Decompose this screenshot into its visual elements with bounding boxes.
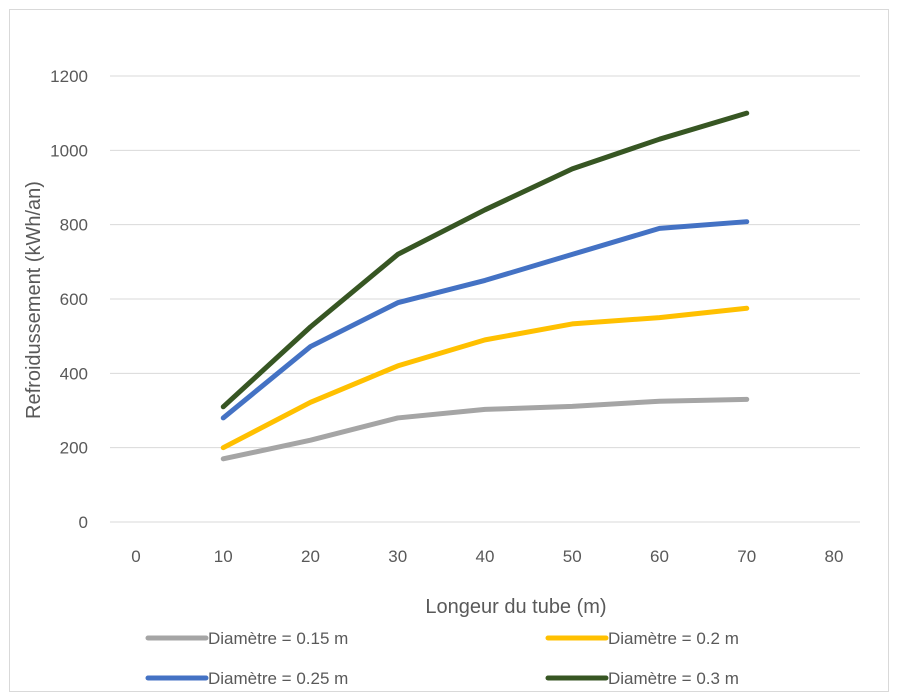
legend-label: Diamètre = 0.2 m	[608, 629, 739, 648]
legend: Diamètre = 0.15 m Diamètre = 0.2 m Diamètr…	[145, 629, 739, 688]
series-line-2	[220, 305, 750, 451]
x-tick-label: 10	[214, 547, 233, 566]
x-tick-label: 60	[650, 547, 669, 566]
series-line-3	[220, 219, 750, 421]
legend-label: Diamètre = 0.25 m	[208, 669, 348, 688]
series-line-1	[220, 396, 750, 462]
gridlines	[110, 75, 860, 523]
legend-item: Diamètre = 0.15 m	[145, 629, 348, 648]
x-tick-label: 20	[301, 547, 320, 566]
x-tick-label: 40	[476, 547, 495, 566]
y-tick-label: 0	[79, 513, 88, 532]
series-line-4	[220, 110, 750, 410]
y-axis-ticks: 0 200 400 600 800 1000 1200	[50, 67, 88, 532]
x-tick-label: 50	[563, 547, 582, 566]
y-tick-label: 800	[60, 216, 88, 235]
y-tick-label: 600	[60, 290, 88, 309]
legend-label: Diamètre = 0.3 m	[608, 669, 739, 688]
x-tick-label: 30	[388, 547, 407, 566]
y-tick-label: 1000	[50, 141, 88, 160]
legend-label: Diamètre = 0.15 m	[208, 629, 348, 648]
y-tick-label: 200	[60, 439, 88, 458]
legend-item: Diamètre = 0.2 m	[545, 629, 739, 648]
legend-item: Diamètre = 0.3 m	[545, 669, 739, 688]
legend-item: Diamètre = 0.25 m	[145, 669, 348, 688]
series-lines	[220, 110, 750, 462]
y-tick-label: 400	[60, 364, 88, 383]
x-tick-label: 0	[131, 547, 140, 566]
x-tick-label: 70	[737, 547, 756, 566]
x-axis-title: Longeur du tube (m)	[425, 596, 606, 618]
x-axis-ticks: 0 10 20 30 40 50 60 70 80	[131, 547, 843, 566]
y-tick-label: 1200	[50, 67, 88, 86]
x-tick-label: 80	[825, 547, 844, 566]
y-axis-title: Refroidussement (kWh/an)	[23, 181, 45, 419]
